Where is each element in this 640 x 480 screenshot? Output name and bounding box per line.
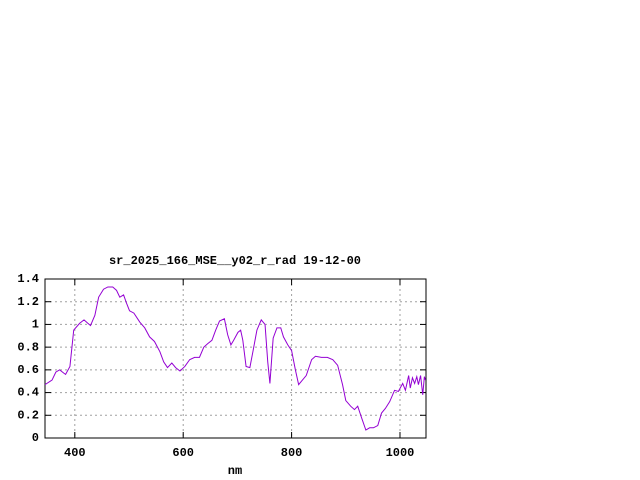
- plot-border: [44, 278, 427, 439]
- y-tick-label: 1.4: [17, 272, 39, 286]
- y-tick-label: 1: [32, 318, 39, 332]
- x-tick-label: 400: [64, 446, 86, 460]
- y-tick-label: 0.2: [17, 408, 39, 422]
- x-tick-label: 800: [281, 446, 303, 460]
- y-tick-label: 0.4: [17, 386, 39, 400]
- y-tick-label: 0.8: [17, 340, 39, 354]
- chart-title: sr_2025_166_MSE__y02_r_rad 19-12-00: [109, 254, 361, 268]
- data-line: [44, 286, 426, 431]
- y-tick-label: 0.6: [17, 363, 39, 377]
- y-tick-label: 1.2: [17, 295, 39, 309]
- x-tick-label: 1000: [386, 446, 415, 460]
- x-axis-label: nm: [228, 464, 242, 478]
- y-tick-label: 0: [32, 431, 39, 445]
- x-tick-label: 600: [172, 446, 194, 460]
